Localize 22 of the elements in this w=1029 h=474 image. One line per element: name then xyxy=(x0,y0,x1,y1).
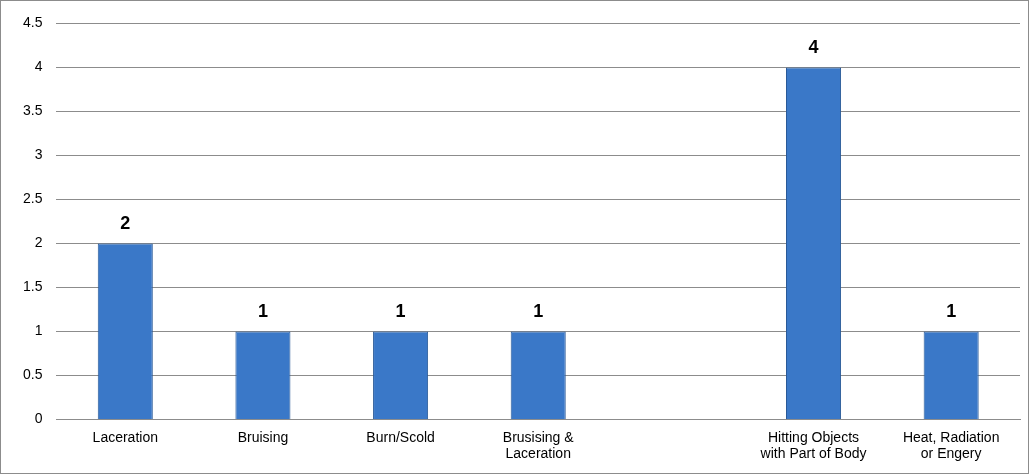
data-label: 1 xyxy=(395,301,406,322)
y-tick-label: 0 xyxy=(34,410,43,427)
x-tick-label: Heat, Radiation or Engery xyxy=(902,428,1000,462)
y-tick-label: 4.5 xyxy=(22,14,43,31)
data-label: 2 xyxy=(120,213,131,234)
data-label: 1 xyxy=(257,301,268,322)
data-label: 4 xyxy=(808,37,819,58)
data-label: 1 xyxy=(533,301,544,322)
y-tick-label: 3 xyxy=(34,146,43,163)
x-tick-label: Hitting Objects with Part of Body xyxy=(759,428,867,462)
y-tick-label: 3.5 xyxy=(22,102,43,119)
x-tick-label: Brusising & Laceration xyxy=(502,428,575,462)
x-tick-label: Laceration xyxy=(92,428,158,445)
y-tick-label: 1 xyxy=(34,322,43,339)
y-tick-label: 4 xyxy=(34,58,43,75)
y-tick-label: 1.5 xyxy=(22,278,43,295)
y-tick-label: 2 xyxy=(34,234,43,251)
y-tick-label: 2.5 xyxy=(22,190,43,207)
y-tick-label: 0.5 xyxy=(22,366,43,383)
x-tick-label: Burn/Scold xyxy=(366,428,435,445)
x-tick-label: Bruising xyxy=(237,428,289,445)
data-label: 1 xyxy=(946,301,957,322)
